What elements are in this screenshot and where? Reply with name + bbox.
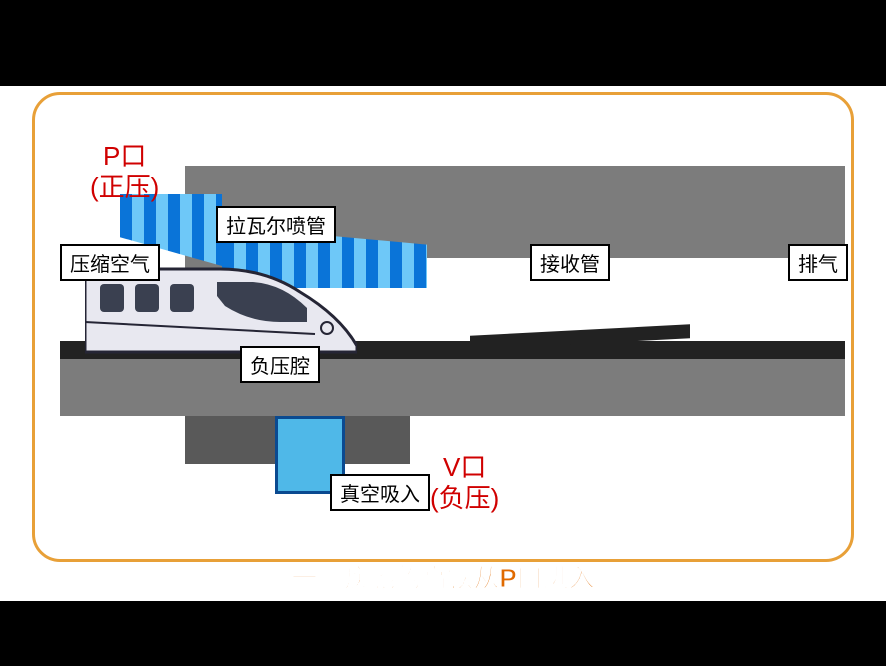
p-port-line2: (正压) [90,172,159,203]
v-port-line1: V口 [430,452,499,483]
label-neg-pressure-chamber: 负压腔 [240,346,320,383]
v-port-label: V口 (负压) [430,452,499,514]
label-receiver-tube: 接收管 [530,244,610,281]
label-exhaust: 排气 [788,244,848,281]
v-port-line2: (负压) [430,483,499,514]
p-port-line1: P口 [90,141,159,172]
label-vacuum-suction: 真空吸入 [330,474,430,511]
wall-bottom [60,356,845,416]
diagram-canvas: P口 (正压) V口 (负压) 压缩空气 拉瓦尔喷管 接收管 排气 负压腔 真空… [0,86,886,601]
label-laval-nozzle: 拉瓦尔喷管 [216,206,336,243]
p-port-label: P口 (正压) [90,141,159,203]
subtitle-caption: 一辆疾驰的高铁从P口进入 [0,558,886,595]
label-compressed-air: 压缩空气 [60,244,160,281]
